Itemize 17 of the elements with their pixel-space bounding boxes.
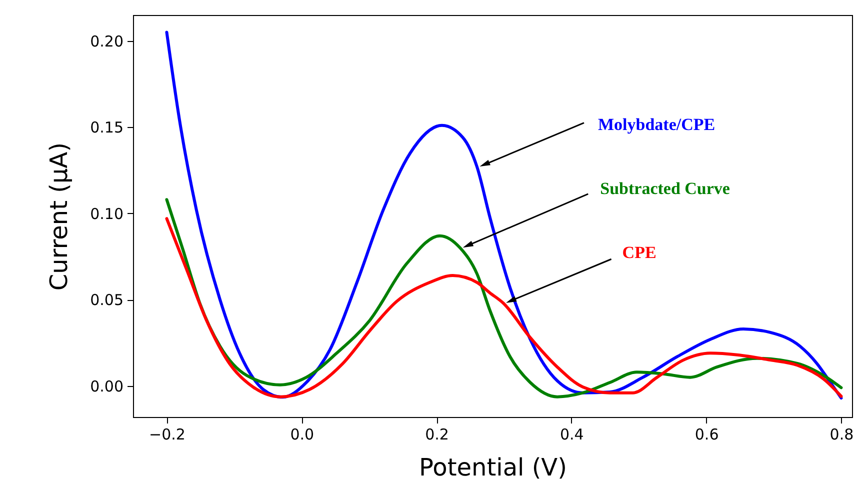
y-tick-label: 0.10	[90, 204, 124, 223]
y-axis-title: Current (μA)	[45, 142, 74, 291]
x-tick-label: 0.4	[560, 426, 584, 444]
y-tick-label: 0.00	[90, 377, 124, 396]
x-tick-label: 0.8	[830, 426, 854, 444]
y-tick-label: 0.05	[90, 291, 124, 310]
x-tick-label: 0.6	[694, 426, 719, 444]
text: Subtracted Curve	[600, 178, 730, 198]
y-tick-label: 0.20	[90, 32, 124, 50]
x-axis-title: Potential (V)	[419, 454, 567, 482]
x-tick-label: −0.2	[149, 426, 186, 444]
x-tick-label: 0.2	[425, 426, 449, 444]
text: CPE	[622, 243, 656, 262]
y-tick-label: 0.15	[90, 118, 124, 137]
text: Molybdate/CPE	[598, 114, 716, 134]
x-tick-label: 0.0	[290, 426, 314, 444]
line-series	[165, 30, 843, 400]
